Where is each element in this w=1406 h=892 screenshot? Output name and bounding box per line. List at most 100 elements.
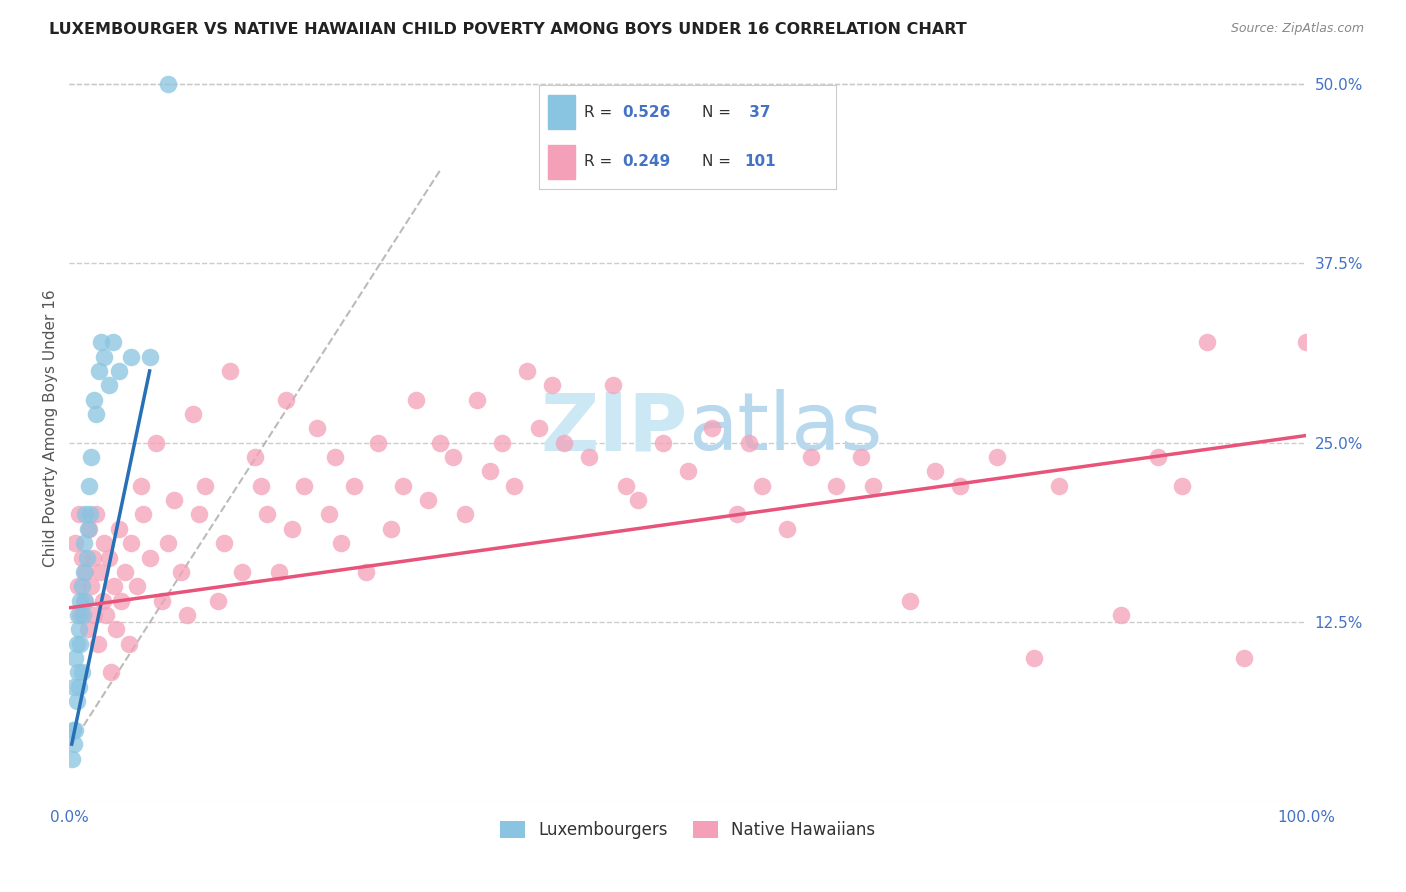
Text: Source: ZipAtlas.com: Source: ZipAtlas.com: [1230, 22, 1364, 36]
Point: [66, 694, 89, 708]
Point: [207, 593, 229, 607]
Point: [86, 637, 108, 651]
Point: [87, 364, 110, 378]
Point: [157, 536, 180, 550]
Point: [467, 392, 489, 407]
Point: [127, 579, 149, 593]
Point: [1146, 450, 1168, 464]
Point: [380, 522, 402, 536]
Point: [219, 364, 242, 378]
Point: [614, 479, 637, 493]
Point: [849, 450, 872, 464]
Point: [924, 464, 946, 478]
Point: [120, 536, 142, 550]
Text: LUXEMBOURGER VS NATIVE HAWAIIAN CHILD POVERTY AMONG BOYS UNDER 16 CORRELATION CH: LUXEMBOURGER VS NATIVE HAWAIIAN CHILD PO…: [49, 22, 967, 37]
Point: [429, 435, 451, 450]
Point: [553, 435, 575, 450]
Point: [503, 479, 526, 493]
Point: [70, 665, 93, 680]
Point: [67, 623, 90, 637]
Point: [602, 378, 624, 392]
Point: [274, 392, 297, 407]
Point: [132, 508, 155, 522]
Point: [516, 364, 538, 378]
Point: [77, 522, 100, 536]
Point: [269, 565, 291, 579]
Point: [65, 536, 87, 550]
Point: [60, 751, 83, 765]
Point: [76, 623, 98, 637]
Point: [392, 479, 415, 493]
Point: [103, 579, 125, 593]
Point: [651, 435, 673, 450]
Point: [89, 565, 111, 579]
Point: [354, 565, 377, 579]
Point: [738, 435, 761, 450]
Point: [67, 508, 90, 522]
Point: [101, 335, 124, 350]
Point: [898, 593, 921, 607]
Point: [1022, 651, 1045, 665]
Point: [76, 522, 98, 536]
Point: [66, 607, 89, 622]
Point: [323, 450, 346, 464]
Point: [91, 593, 114, 607]
Point: [157, 77, 180, 91]
Point: [163, 493, 186, 508]
Text: ZIP: ZIP: [540, 389, 688, 467]
Point: [114, 565, 136, 579]
Point: [1047, 479, 1070, 493]
Point: [775, 522, 797, 536]
Point: [63, 737, 86, 751]
Point: [441, 450, 464, 464]
Point: [73, 536, 96, 550]
Point: [75, 508, 97, 522]
Point: [243, 450, 266, 464]
Point: [93, 350, 115, 364]
Point: [69, 637, 91, 651]
Point: [110, 593, 132, 607]
Point: [862, 479, 884, 493]
Text: atlas: atlas: [688, 389, 882, 467]
Point: [129, 479, 152, 493]
Point: [65, 723, 87, 737]
Point: [75, 593, 97, 607]
Point: [454, 508, 477, 522]
Point: [107, 364, 129, 378]
Point: [117, 637, 139, 651]
Point: [1171, 479, 1194, 493]
Point: [79, 508, 101, 522]
Point: [150, 593, 173, 607]
Point: [138, 350, 160, 364]
Y-axis label: Child Poverty Among Boys Under 16: Child Poverty Among Boys Under 16: [44, 290, 58, 567]
Point: [66, 637, 89, 651]
Point: [97, 550, 120, 565]
Point: [80, 579, 103, 593]
Point: [70, 550, 93, 565]
Point: [82, 550, 104, 565]
Point: [63, 680, 86, 694]
Point: [188, 508, 211, 522]
Point: [281, 522, 304, 536]
Point: [825, 479, 848, 493]
Point: [120, 350, 142, 364]
Point: [86, 508, 108, 522]
Point: [725, 508, 748, 522]
Point: [73, 593, 96, 607]
Point: [83, 607, 105, 622]
Point: [69, 593, 91, 607]
Point: [330, 536, 353, 550]
Point: [70, 579, 93, 593]
Point: [86, 407, 108, 421]
Point: [231, 565, 253, 579]
Point: [305, 421, 328, 435]
Point: [1109, 607, 1132, 622]
Legend: Luxembourgers, Native Hawaiians: Luxembourgers, Native Hawaiians: [494, 814, 882, 846]
Point: [292, 479, 315, 493]
Point: [100, 665, 122, 680]
Point: [416, 493, 439, 508]
Point: [66, 665, 89, 680]
Point: [1295, 335, 1317, 350]
Point: [93, 536, 115, 550]
Point: [138, 550, 160, 565]
